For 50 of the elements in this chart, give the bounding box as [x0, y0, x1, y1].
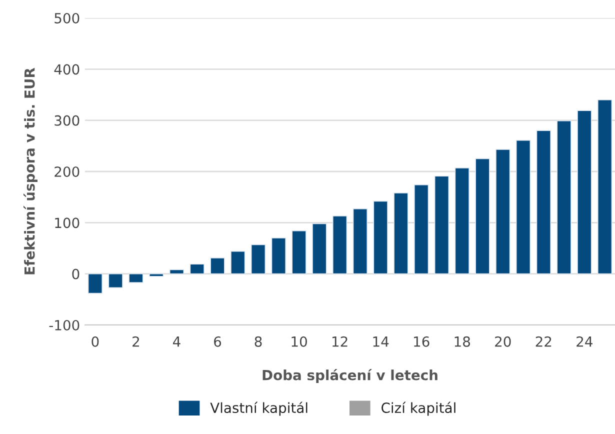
y-axis-title: Efektivní úspora v tis. EUR	[24, 68, 38, 274]
bar	[556, 120, 572, 274]
y-tick-label: 300	[54, 115, 80, 126]
bar	[597, 99, 612, 274]
y-tick-label: 400	[54, 64, 80, 75]
y-tick-label: 500	[54, 12, 80, 24]
bar	[332, 216, 348, 274]
legend-label: Vlastní kapitál	[210, 402, 308, 416]
x-tick-label: 6	[214, 336, 222, 347]
x-tick-label: 2	[132, 336, 139, 347]
y-tick-label: 0	[72, 268, 80, 280]
bar	[271, 238, 286, 274]
x-tick-label: 16	[414, 336, 430, 347]
bar	[496, 149, 510, 274]
x-tick-label: 18	[454, 336, 470, 347]
x-tick-label: 12	[332, 336, 348, 347]
bar	[414, 184, 429, 274]
x-tick-label: 8	[254, 336, 262, 347]
bar	[394, 192, 408, 274]
bar	[88, 273, 103, 294]
bar	[577, 110, 592, 274]
bar	[352, 208, 368, 274]
y-tick-label: 100	[55, 218, 80, 228]
bar	[210, 258, 225, 274]
bar	[292, 230, 306, 274]
bar	[190, 264, 204, 274]
bar	[373, 200, 388, 274]
y-tick-label: -100	[49, 320, 80, 330]
bar	[516, 140, 531, 274]
x-tick-label: 0	[92, 336, 99, 347]
x-tick-label: 4	[172, 336, 180, 347]
x-tick-label: 10	[292, 336, 307, 347]
bar	[128, 273, 144, 283]
x-tick-label: 14	[373, 336, 389, 347]
x-axis-title: Doba splácení v letech	[262, 368, 438, 383]
bar	[169, 269, 184, 274]
bar	[454, 168, 470, 274]
bar	[148, 273, 164, 277]
bar	[230, 250, 246, 274]
x-tick-label: 22	[536, 336, 552, 347]
x-tick-label: 20	[495, 336, 511, 347]
legend-label: Cizí kapitál	[382, 402, 456, 416]
bar	[536, 130, 552, 274]
y-tick-label: 200	[54, 166, 80, 177]
x-tick-label: 24	[576, 336, 592, 347]
bar	[108, 273, 123, 288]
bar	[250, 244, 266, 274]
bar	[434, 176, 450, 274]
bar	[475, 158, 490, 274]
bar	[312, 223, 327, 274]
